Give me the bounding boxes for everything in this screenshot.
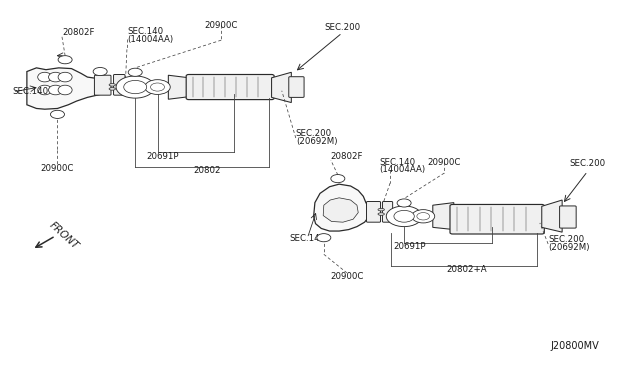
Ellipse shape [378,208,385,211]
Polygon shape [271,72,291,103]
Ellipse shape [38,72,52,82]
FancyBboxPatch shape [559,206,576,228]
Text: 20900C: 20900C [205,21,238,30]
Ellipse shape [58,72,72,82]
Text: SEC.140: SEC.140 [289,234,325,243]
Circle shape [417,212,429,220]
FancyBboxPatch shape [186,74,274,100]
Circle shape [128,68,142,76]
FancyBboxPatch shape [289,77,304,97]
Polygon shape [541,200,562,232]
Text: SEC.200: SEC.200 [296,129,332,138]
Ellipse shape [38,85,52,95]
Circle shape [331,174,345,183]
Text: FRONT: FRONT [47,220,81,251]
Circle shape [150,83,164,91]
Text: SEC.200: SEC.200 [324,23,360,32]
Polygon shape [314,184,370,231]
Text: 20900C: 20900C [428,157,461,167]
Circle shape [397,199,411,207]
Text: (14004AA): (14004AA) [380,165,426,174]
Text: SEC.140: SEC.140 [380,157,415,167]
Ellipse shape [109,87,115,90]
Text: SEC.200: SEC.200 [548,235,584,244]
Text: (20692M): (20692M) [548,243,589,252]
Circle shape [93,67,107,76]
Polygon shape [27,68,106,109]
Circle shape [145,80,170,94]
Text: SEC.140: SEC.140 [127,27,163,36]
FancyBboxPatch shape [95,75,111,95]
Text: (14004AA): (14004AA) [127,35,173,44]
Text: 20691P: 20691P [147,152,179,161]
Polygon shape [323,198,358,222]
Text: 20802+A: 20802+A [446,265,487,274]
Circle shape [317,234,331,242]
Text: 20802: 20802 [193,166,221,175]
Text: SEC.140: SEC.140 [13,87,49,96]
FancyBboxPatch shape [450,205,544,234]
Ellipse shape [58,85,72,95]
Circle shape [387,206,422,227]
Text: (20692M): (20692M) [296,137,337,146]
FancyBboxPatch shape [113,74,125,95]
Text: 20900C: 20900C [41,164,74,173]
Text: SEC.200: SEC.200 [570,159,605,169]
Text: 20691P: 20691P [393,243,426,251]
Circle shape [394,211,414,222]
FancyBboxPatch shape [383,202,393,222]
Ellipse shape [49,72,63,82]
Circle shape [412,210,435,223]
Ellipse shape [109,84,115,86]
Circle shape [124,80,147,94]
Ellipse shape [378,213,385,215]
Ellipse shape [49,85,63,95]
Text: 20900C: 20900C [330,272,364,281]
FancyBboxPatch shape [367,202,381,222]
Polygon shape [433,203,454,230]
Polygon shape [168,75,189,99]
Text: 20802F: 20802F [331,152,364,161]
Circle shape [58,56,72,64]
Circle shape [51,110,65,118]
Text: 20802F: 20802F [62,28,95,37]
Text: J20800MV: J20800MV [550,340,600,350]
Circle shape [116,76,154,98]
